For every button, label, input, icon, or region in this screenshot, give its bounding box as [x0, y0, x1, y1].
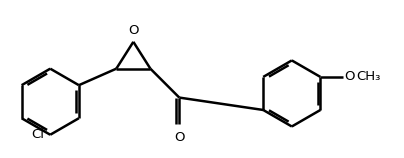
- Text: CH₃: CH₃: [357, 70, 381, 83]
- Text: Cl: Cl: [31, 128, 44, 141]
- Text: O: O: [128, 24, 139, 37]
- Text: O: O: [174, 131, 185, 144]
- Text: O: O: [344, 70, 355, 83]
